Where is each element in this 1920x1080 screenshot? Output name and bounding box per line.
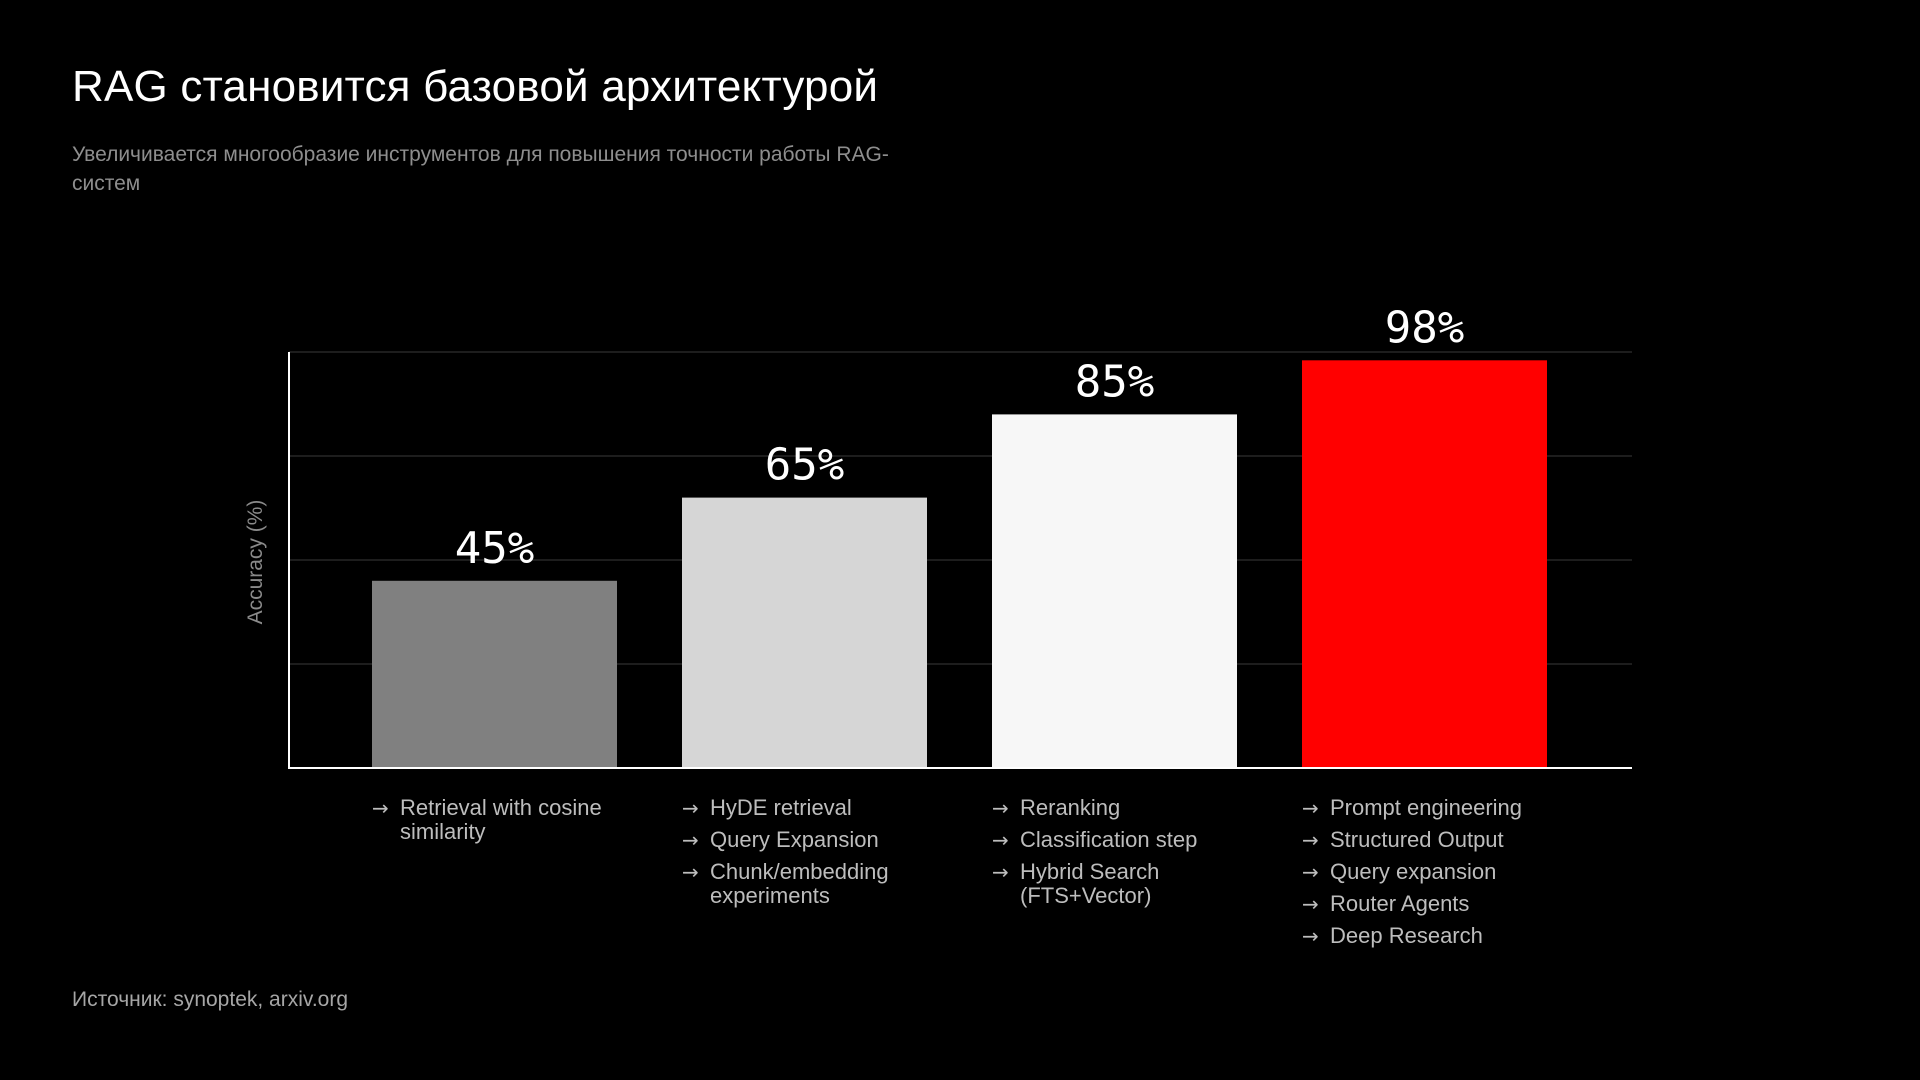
method-item: → Hybrid Search (FTS+Vector) [992,860,1237,908]
bar [992,414,1237,768]
data-label: 65% [765,440,844,491]
arrow-right-icon: → [682,828,699,852]
arrow-right-icon: → [1302,860,1319,884]
arrow-right-icon: → [372,796,389,820]
method-label: Router Agents [1330,891,1470,916]
method-label: Query expansion [1330,859,1497,884]
method-label: Structured Output [1330,827,1504,852]
data-label: 45% [455,523,534,574]
method-label: Classification step [1020,827,1198,852]
method-list: → Retrieval with cosine similarity [372,796,617,852]
method-label: Chunk/embedding experiments [710,859,889,908]
method-list: → HyDE retrieval → Query Expansion → Chunk/em… [682,796,927,916]
method-item: → Retrieval with cosine similarity [372,796,617,844]
bar [682,497,927,768]
arrow-right-icon: → [1302,828,1319,852]
method-label: Query Expansion [710,827,879,852]
method-item: → Classification step [992,827,1237,853]
arrow-right-icon: → [992,828,1009,852]
method-item: → Router Agents [1302,891,1582,917]
data-label: 85% [1075,356,1154,407]
method-label: Hybrid Search (FTS+Vector) [1020,859,1160,908]
page-subtitle: Увеличивается многообразие инструментов … [72,143,889,195]
bar [372,580,617,768]
arrow-right-icon: → [992,860,1009,884]
arrow-right-icon: → [1302,924,1319,948]
data-label: 98% [1385,302,1464,353]
method-label: HyDE retrieval [710,795,852,820]
arrow-right-icon: → [682,796,699,820]
arrow-right-icon: → [1302,796,1319,820]
method-label: Prompt engineering [1330,795,1523,820]
method-item: → Reranking [992,795,1237,821]
method-item: → Prompt engineering [1302,795,1582,821]
method-item: → Query Expansion [682,827,927,853]
y-axis-label: Accuracy (%) [244,500,267,625]
method-label: Retrieval with cosine similarity [400,795,602,844]
method-item: → HyDE retrieval [682,795,927,821]
method-list: → Reranking → Classification step → Hybrid Se… [992,796,1237,916]
source-note: Источник: synoptek, arxiv.org [72,988,349,1011]
arrow-right-icon: → [1302,892,1319,916]
method-item: → Structured Output [1302,827,1582,853]
method-label: Reranking [1020,795,1121,820]
arrow-right-icon: → [992,796,1009,820]
method-label: Deep Research [1330,923,1483,948]
arrow-right-icon: → [682,860,699,884]
bar [1302,360,1547,768]
method-item: → Chunk/embedding experiments [682,860,927,908]
method-list: → Prompt engineering → Structured Output → Qu… [1302,796,1582,956]
method-item: → Deep Research [1302,923,1582,949]
method-item: → Query expansion [1302,859,1582,885]
page-title: RAG становится базовой архитектурой [72,62,879,111]
